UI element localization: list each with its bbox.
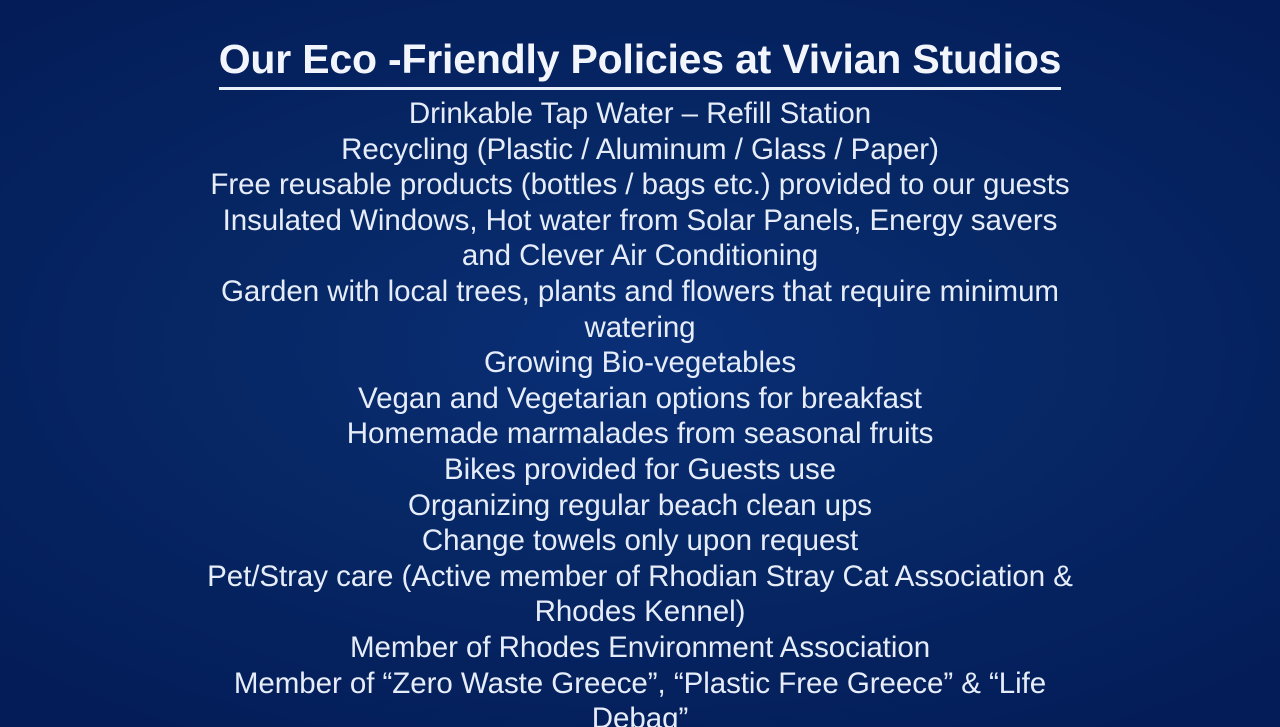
list-item: Insulated Windows, Hot water from Solar … [222,203,1058,273]
list-item: Growing Bio-vegetables [483,346,797,380]
list-item: Vegan and Vegetarian options for breakfa… [358,381,922,415]
list-item: Pet/Stray care (Active member of Rhodian… [207,559,1073,629]
policy-list: Drinkable Tap Water – Refill Station Rec… [195,96,1085,727]
list-item: Free reusable products (bottles / bags e… [210,168,1070,202]
list-item: Change towels only upon request [421,524,859,558]
list-item: Homemade marmalades from seasonal fruits [346,417,934,451]
list-item: Garden with local trees, plants and flow… [221,274,1059,344]
list-item: Drinkable Tap Water – Refill Station [408,97,872,130]
list-item: Member of Rhodes Environment Association [349,630,931,664]
title-block: Our Eco -Friendly Policies at Vivian Stu… [0,8,1280,118]
list-item: Organizing regular beach clean ups [407,488,873,522]
page-title: Our Eco -Friendly Policies at Vivian Stu… [218,35,1061,91]
list-item: Member of “Zero Waste Greece”, “Plastic … [233,666,1047,727]
list-item: Recycling (Plastic / Aluminum / Glass / … [341,132,939,166]
list-item: Bikes provided for Guests use [443,452,837,486]
